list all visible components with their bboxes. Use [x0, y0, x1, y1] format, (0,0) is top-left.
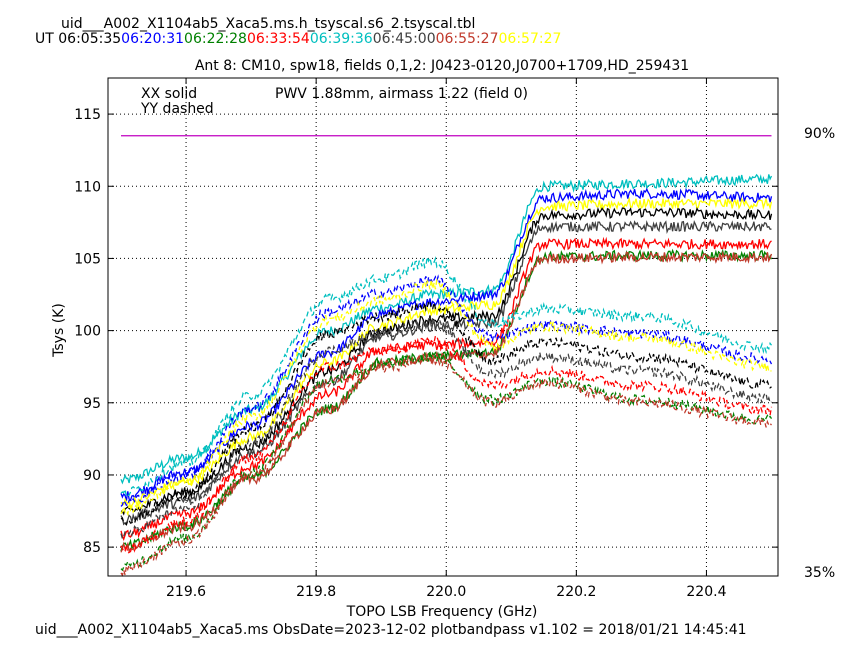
series-yy-12: [120, 316, 772, 541]
series-yy-15: [120, 352, 773, 577]
ut-times: 06:05:3506:20:3106:22:2806:33:5406:39:36…: [58, 31, 561, 47]
x-tick-label: 219.6: [166, 584, 206, 600]
y-tick-label: 95: [83, 396, 101, 412]
y-tick-label: 90: [83, 468, 101, 484]
ut-time-2: 06:22:28: [184, 31, 247, 47]
series-yy-9: [120, 274, 773, 507]
footer-info: uid___A002_X1104ab5_Xaca5.ms ObsDate=202…: [35, 622, 747, 638]
legend-yy: YY dashed: [140, 101, 214, 117]
y-tick-label: 115: [74, 107, 101, 123]
ut-time-4: 06:39:36: [309, 31, 373, 47]
transmission-35-label: 35%: [804, 565, 835, 581]
x-tick-label: 220.0: [426, 584, 466, 600]
series-xx-5: [120, 236, 772, 542]
series-yy-13: [120, 335, 773, 555]
ut-time-6: 06:55:27: [435, 31, 499, 47]
ut-time-5: 06:45:00: [372, 31, 436, 47]
x-axis-label: TOPO LSB Frequency (GHz): [346, 604, 538, 620]
series-yy-10: [120, 278, 772, 517]
y-tick-label: 110: [74, 179, 101, 195]
pwv-annotation: PWV 1.88mm, airmass 1.22 (field 0): [275, 86, 528, 102]
table-filename: uid___A002_X1104ab5_Xaca5.ms.h_tsyscal.s…: [61, 16, 476, 32]
y-axis-label: Tsys (K): [51, 303, 67, 358]
plot-frame: [107, 77, 779, 577]
y-tick-label: 100: [74, 324, 101, 340]
ut-time-3: 06:33:54: [246, 31, 310, 47]
ut-time-0: 06:05:35: [58, 31, 122, 47]
series-yy-14: [120, 349, 773, 572]
series-xx-0: [120, 173, 773, 485]
x-tick-label: 220.2: [556, 584, 596, 600]
ut-times-row: UT 06:05:3506:20:3106:22:2806:33:5406:39…: [35, 31, 561, 47]
transmission-90-label: 90%: [804, 126, 835, 142]
y-tick-label: 85: [83, 540, 101, 556]
x-tick-label: 220.4: [686, 584, 726, 600]
y-tick-label: 105: [74, 251, 101, 267]
series-xx-4: [120, 219, 772, 526]
series-yy-11: [120, 300, 772, 526]
series-xx-1: [120, 187, 773, 502]
series-xx-2: [120, 196, 773, 509]
ut-time-7: 06:57:27: [498, 31, 562, 47]
legend-xx: XX solid: [141, 86, 197, 102]
series-yy-8: [120, 256, 773, 498]
chart-title: Ant 8: CM10, spw18, fields 0,1,2: J0423-…: [195, 58, 689, 74]
ut-prefix: UT: [35, 31, 54, 47]
x-tick-label: 219.8: [296, 584, 336, 600]
ut-time-1: 06:20:31: [121, 31, 185, 47]
axis-ticks: 219.6 219.8 220.0 220.2 220.4 85 90 95 100 105 110…: [74, 78, 778, 600]
series-lines: [120, 173, 773, 577]
